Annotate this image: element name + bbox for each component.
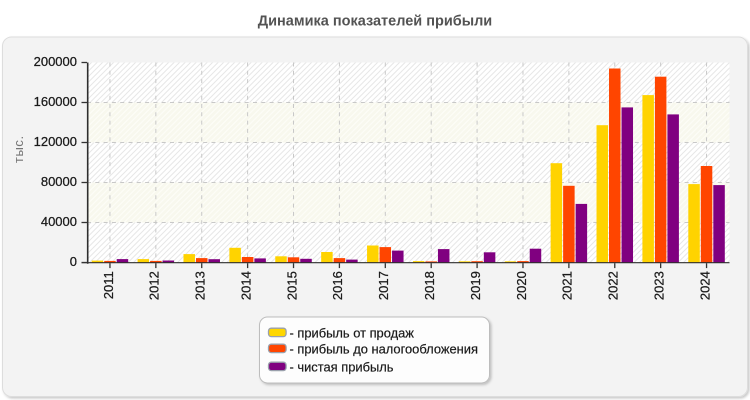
svg-text:Динамика показателей прибыли: Динамика показателей прибыли <box>258 14 492 30</box>
svg-text:2011: 2011 <box>101 271 116 299</box>
svg-text:2017: 2017 <box>376 271 391 300</box>
svg-text:2023: 2023 <box>651 271 666 300</box>
svg-text:2019: 2019 <box>468 271 483 300</box>
svg-text:120000: 120000 <box>34 134 77 149</box>
svg-text:2020: 2020 <box>514 271 529 300</box>
svg-text:40000: 40000 <box>41 214 77 229</box>
svg-text:160000: 160000 <box>34 94 77 109</box>
svg-text:2022: 2022 <box>606 271 621 300</box>
svg-text:2018: 2018 <box>422 271 437 300</box>
svg-text:2015: 2015 <box>284 271 299 300</box>
svg-text:- прибыль от продаж: - прибыль от продаж <box>290 325 415 340</box>
svg-text:200000: 200000 <box>34 54 77 69</box>
svg-text:2014: 2014 <box>238 271 253 300</box>
svg-text:2024: 2024 <box>697 271 712 300</box>
svg-text:- чистая прибыль: - чистая прибыль <box>290 359 394 374</box>
svg-text:2012: 2012 <box>147 271 162 300</box>
svg-text:2013: 2013 <box>193 271 208 300</box>
svg-text:2021: 2021 <box>560 271 575 300</box>
svg-text:0: 0 <box>70 254 77 269</box>
svg-text:2016: 2016 <box>330 271 345 300</box>
svg-text:- прибыль до налогообложения: - прибыль до налогообложения <box>290 341 478 356</box>
svg-text:80000: 80000 <box>41 174 77 189</box>
svg-text:тыс.: тыс. <box>11 135 26 163</box>
